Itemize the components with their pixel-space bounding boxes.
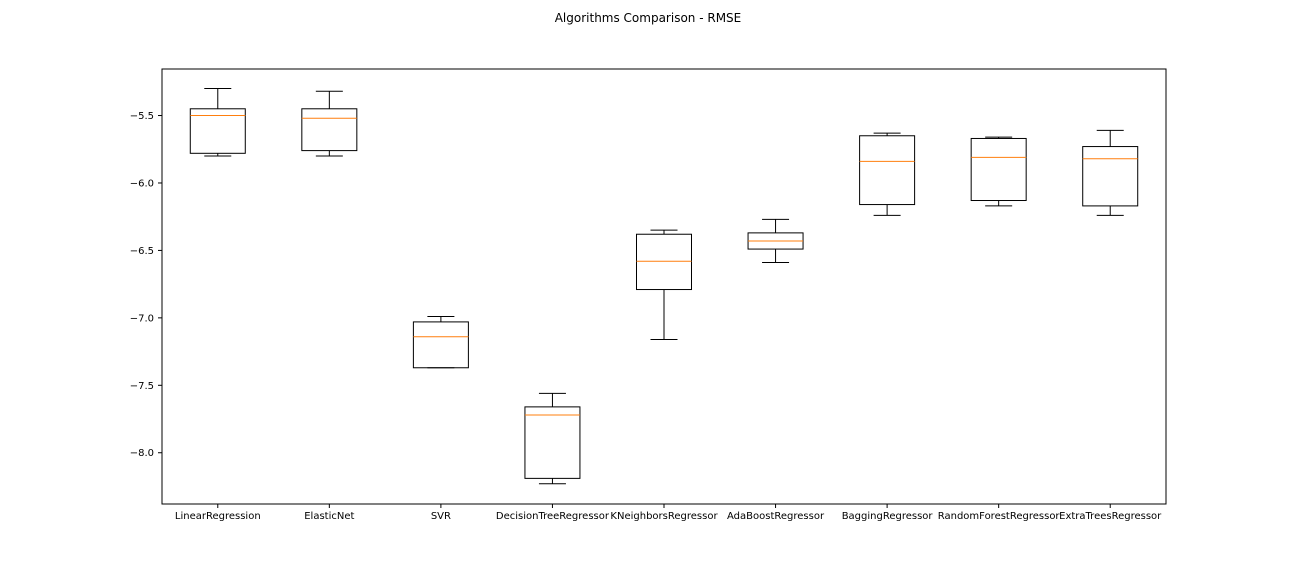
x-tick-label: KNeighborsRegressor xyxy=(610,511,718,522)
chart-title: Algorithms Comparison - RMSE xyxy=(555,11,742,25)
box-bagging-regressor xyxy=(859,132,916,216)
box-random-forest-regressor xyxy=(970,136,1027,207)
y-tick-label: −5.5 xyxy=(130,111,154,122)
box-body xyxy=(524,406,581,479)
box-body xyxy=(1082,146,1139,207)
box-decision-tree-regressor xyxy=(524,392,581,485)
x-tick-label: RandomForestRegressor xyxy=(938,511,1061,522)
x-tick-label: LinearRegression xyxy=(175,511,261,522)
box-body xyxy=(636,233,692,291)
box-body xyxy=(189,108,246,154)
axes: −8.0 −7.5 −7.0 −6.5 −6.0 −5.5 LinearRegression… xyxy=(130,68,1167,522)
box-kneighbors-regressor xyxy=(636,229,692,340)
y-tick-label: −7.5 xyxy=(130,381,154,392)
x-tick-label: ExtraTreesRegressor xyxy=(1059,511,1162,522)
plot-area xyxy=(189,88,1139,485)
x-tick-label: SVR xyxy=(431,511,451,522)
y-tick-label: −8.0 xyxy=(130,448,154,459)
x-tick-label: BaggingRegressor xyxy=(842,511,934,522)
box-linear-regression xyxy=(189,88,246,157)
box-body xyxy=(970,137,1027,202)
box-ada-boost-regressor xyxy=(747,218,804,264)
y-tick-label: −7.0 xyxy=(130,313,154,324)
box-extra-trees-regressor xyxy=(1082,129,1139,216)
box-body xyxy=(412,321,469,369)
x-tick-label: ElasticNet xyxy=(304,511,354,522)
y-tick-label: −6.0 xyxy=(130,178,154,189)
x-tick-label: AdaBoostRegressor xyxy=(727,511,825,522)
x-tick-label: DecisionTreeRegressor xyxy=(496,511,610,522)
box-svr xyxy=(412,316,469,369)
box-body xyxy=(301,108,358,152)
box-elastic-net xyxy=(301,90,358,157)
y-tick-label: −6.5 xyxy=(130,246,154,257)
box-body xyxy=(859,135,916,206)
